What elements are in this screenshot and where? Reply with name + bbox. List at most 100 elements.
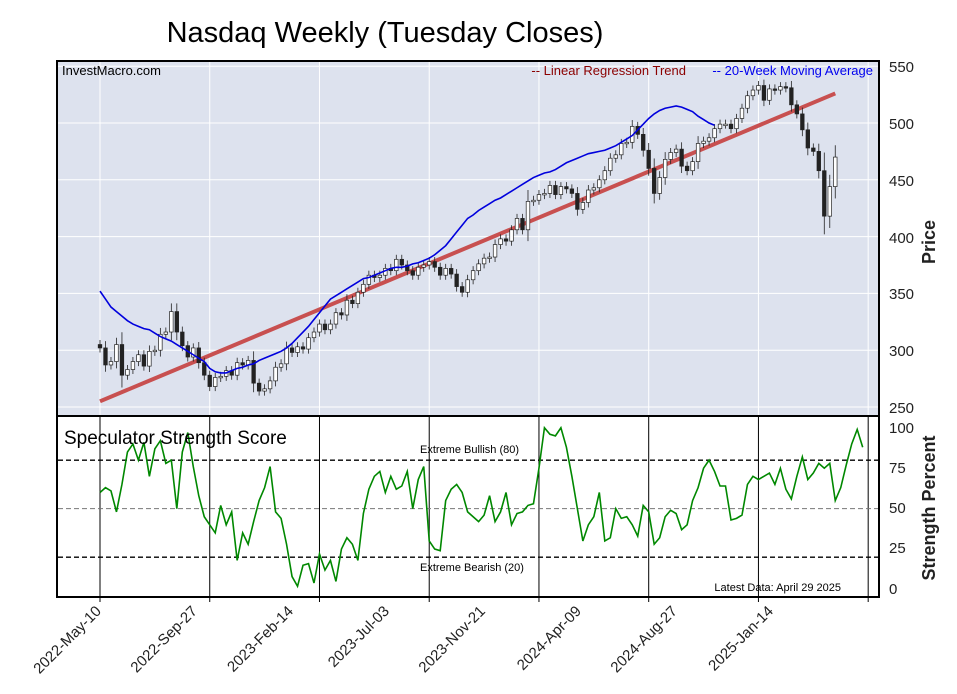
price-axis-ticks: 550 500 450 400 350 300 250 (889, 59, 914, 417)
candle (695, 143, 701, 162)
latest-data-label: Latest Data: April 29 2025 (714, 582, 841, 594)
price-candles (97, 79, 838, 396)
candle (509, 229, 514, 242)
candle (624, 141, 629, 145)
x-tick-label: 2023-Jul-03 (325, 603, 393, 671)
strength-panel (56, 415, 880, 598)
candle (119, 344, 125, 376)
candle (613, 154, 618, 159)
strength-tick-label: 75 (889, 460, 906, 477)
candle (586, 189, 591, 203)
candle (300, 346, 306, 350)
candle (240, 362, 245, 366)
price-tick-label: 500 (889, 116, 914, 133)
candle (207, 374, 212, 387)
candle (141, 354, 147, 367)
candle (256, 382, 262, 392)
price-tick-label: 350 (889, 286, 914, 303)
candle (761, 85, 767, 101)
candle (767, 88, 772, 101)
candle (130, 361, 136, 370)
strength-tick-label: 100 (889, 420, 914, 437)
candle (295, 346, 300, 353)
strength-score-line (99, 425, 864, 589)
candle (306, 337, 311, 350)
candle (827, 186, 832, 217)
candle (136, 354, 141, 362)
candle (728, 123, 734, 130)
candle (438, 266, 443, 276)
candle (822, 170, 827, 217)
candle (284, 347, 289, 365)
candle (487, 256, 492, 259)
candle (317, 323, 322, 333)
candle (427, 261, 432, 266)
candle (833, 156, 838, 187)
candle (481, 257, 487, 265)
candle (739, 107, 745, 119)
candle (454, 273, 459, 287)
candle (558, 186, 564, 195)
x-tick-label: 2025-Jan-14 (705, 603, 777, 675)
candle (641, 134, 646, 151)
candle (553, 185, 558, 195)
candle (580, 202, 586, 210)
x-axis-ticks: 2022-May-10 2022-Sep-27 2023-Feb-14 2023… (30, 603, 777, 678)
candle (646, 149, 651, 169)
candle (756, 85, 761, 91)
strength-axis-label: Strength Percent (919, 435, 939, 580)
strength-tick-label: 0 (889, 581, 897, 598)
candle (789, 87, 794, 106)
candle (673, 148, 679, 153)
candle (701, 140, 706, 144)
candle (196, 347, 201, 364)
candle (750, 89, 756, 97)
candle (125, 369, 130, 376)
candle (366, 274, 372, 285)
candle (333, 312, 339, 325)
candle (405, 264, 410, 272)
candle (410, 270, 415, 276)
candle (690, 161, 695, 172)
candle (569, 188, 575, 194)
x-tick-label: 2023-Nov-21 (415, 603, 488, 676)
candle (421, 264, 426, 268)
candle (377, 274, 382, 278)
strength-tick-label: 50 (889, 500, 906, 517)
candle (355, 291, 361, 304)
price-tick-label: 450 (889, 173, 914, 190)
candle (443, 268, 448, 276)
extreme-bullish-label: Extreme Bullish (80) (420, 444, 519, 456)
candle (706, 137, 712, 142)
price-tick-label: 550 (889, 59, 914, 76)
candle (289, 347, 295, 353)
candle (525, 201, 531, 231)
strength-reference-lines (58, 459, 878, 558)
candle (344, 299, 350, 316)
watermark: InvestMacro.com (62, 63, 161, 78)
candle (778, 86, 783, 91)
candle (536, 194, 542, 201)
candle (520, 218, 525, 231)
candle (465, 279, 470, 293)
candle (652, 168, 657, 194)
x-tick-label: 2023-Feb-14 (224, 603, 297, 676)
legend-regression: -- Linear Regression Trend (531, 63, 686, 78)
candle (547, 185, 553, 194)
candle (679, 148, 684, 167)
candle (734, 118, 739, 130)
candle (180, 331, 185, 347)
candle (251, 360, 256, 384)
candle (470, 270, 476, 281)
candle (399, 258, 404, 266)
x-tick-label: 2024-Apr-09 (514, 603, 585, 674)
price-tick-label: 250 (889, 400, 914, 417)
candle (772, 88, 778, 91)
moving-average-line (99, 105, 715, 374)
price-panel (56, 60, 880, 417)
candle (591, 187, 596, 191)
candle (783, 86, 789, 89)
candle (503, 238, 509, 242)
x-tick-label: 2022-May-10 (30, 603, 105, 678)
